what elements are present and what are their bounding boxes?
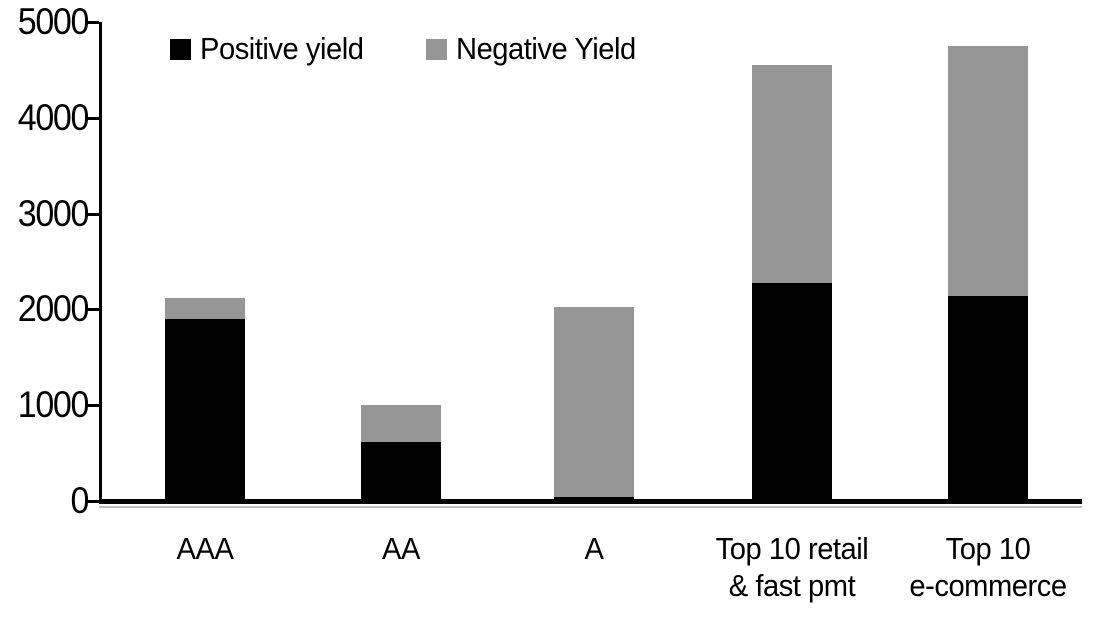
- bar-segment-positive-yield-2: [554, 497, 634, 501]
- bar-segment-negative-yield-0: [165, 297, 245, 319]
- x-tick-label-2: A: [584, 531, 604, 566]
- y-tick-mark-3000: [87, 212, 99, 216]
- y-tick-label-0: 0: [70, 480, 89, 521]
- y-tick-mark-0: [87, 500, 99, 503]
- bar-segment-positive-yield-0: [165, 318, 245, 501]
- x-tick-label-0: AAA: [176, 531, 234, 566]
- bar-segment-negative-yield-2: [554, 306, 634, 498]
- x-tick-label-4: Top 10 e-commerce: [909, 531, 1067, 603]
- y-tick-label-2000: 2000: [17, 288, 90, 330]
- y-tick-label-1000: 1000: [17, 384, 90, 426]
- legend-label-negative-yield: Negative Yield: [455, 31, 636, 66]
- bar-segment-negative-yield-3: [752, 65, 832, 283]
- bar-segment-positive-yield-1: [361, 441, 441, 501]
- legend-label-positive-yield: Positive yield: [200, 31, 364, 66]
- y-axis-line: [99, 22, 102, 504]
- x-tick-label-1: AA: [382, 531, 420, 566]
- bar-segment-negative-yield-4: [948, 45, 1028, 296]
- negative-yield-swatch-icon: [425, 38, 447, 60]
- x-tick-label-3: Top 10 retail & fast pmt: [715, 531, 869, 603]
- legend-item-positive-yield: Positive yield: [170, 31, 374, 67]
- y-tick-mark-5000: [87, 21, 99, 24]
- x-axis-line: [99, 499, 1082, 504]
- positive-yield-swatch-icon: [170, 38, 191, 60]
- y-tick-mark-4000: [87, 116, 99, 120]
- legend-item-negative-yield: Negative Yield: [425, 31, 647, 67]
- bar-segment-negative-yield-1: [361, 405, 441, 442]
- x-axis-underline: [99, 506, 1082, 508]
- y-tick-label-5000: 5000: [17, 1, 90, 42]
- legend: Positive yield Negative Yield: [170, 31, 647, 67]
- y-tick-mark-2000: [87, 308, 99, 312]
- y-tick-label-4000: 4000: [17, 96, 90, 138]
- bar-segment-positive-yield-3: [752, 282, 832, 501]
- y-tick-label-3000: 3000: [17, 192, 90, 234]
- y-tick-mark-1000: [87, 404, 99, 408]
- bar-segment-positive-yield-4: [948, 295, 1028, 501]
